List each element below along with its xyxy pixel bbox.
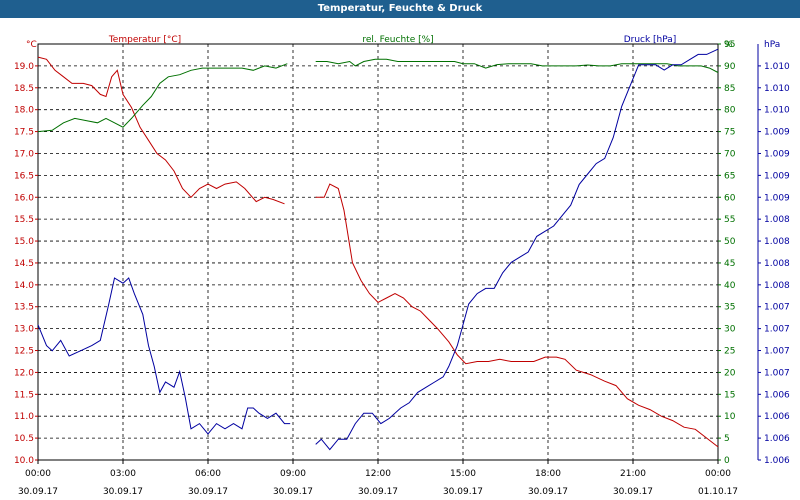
chart-title: Temperatur, Feuchte & Druck [0, 0, 800, 18]
humidity-series-label: rel. Feuchte [%] [362, 35, 433, 45]
time-tick-label: 00:00 [25, 469, 51, 479]
time-tick-label: 00:00 [705, 469, 731, 479]
pressure-tick-label: 1.009 [764, 193, 790, 203]
pressure-tick-label: 1.008 [764, 259, 790, 269]
humidity-tick-label: 50 [724, 237, 736, 247]
humidity-tick-label: 30 [724, 325, 736, 335]
date-tick-label: 30.09.17 [188, 487, 228, 497]
pressure-series-label: Druck [hPa] [624, 35, 677, 45]
humidity-tick-label: 90 [724, 62, 736, 72]
humidity-tick-label: 85 [724, 84, 735, 94]
pressure-tick-label: 1.007 [764, 303, 790, 313]
humidity-tick-label: 60 [724, 193, 736, 203]
temperature-tick-label: 11.0 [14, 412, 34, 422]
temperature-tick-label: 13.0 [14, 325, 34, 335]
humidity-axis: 0 5 10 15 20 25 30 35 40 45 50 55 60 65 70 75 80 85 90 95 [718, 40, 736, 466]
humidity-tick-label: 5 [724, 434, 730, 444]
pressure-line-segment-2 [315, 48, 719, 451]
pressure-tick-label: 1.007 [764, 325, 790, 335]
humidity-tick-label: 55 [724, 215, 735, 225]
temperature-line-segment-1 [37, 56, 285, 205]
pressure-axis: 1.006 1.006 1.006 1.006 1.007 1.007 1.007 1.007… [757, 44, 790, 466]
pressure-tick-label: 1.009 [764, 128, 790, 138]
humidity-tick-label: 65 [724, 171, 735, 181]
humidity-unit-label: % [724, 40, 733, 50]
pressure-tick-label: 1.010 [764, 62, 790, 72]
temperature-tick-label: 14.5 [14, 259, 34, 269]
temperature-tick-label: 12.5 [14, 347, 34, 357]
temperature-series-label: Temperatur [°C] [108, 35, 181, 45]
humidity-tick-label: 10 [724, 412, 736, 422]
date-tick-label: 30.09.17 [103, 487, 143, 497]
humidity-tick-label: 20 [724, 368, 736, 378]
temperature-tick-label: 12.0 [14, 368, 34, 378]
humidity-tick-label: 15 [724, 390, 735, 400]
pressure-tick-label: 1.008 [764, 281, 790, 291]
date-tick-label: 30.09.17 [358, 487, 398, 497]
humidity-tick-label: 35 [724, 303, 735, 313]
pressure-tick-label: 1.007 [764, 347, 790, 357]
weather-chart: 10.0 10.5 11.0 11.5 12.0 12.5 13.0 13.5 14.0 14.5… [14, 35, 790, 497]
pressure-tick-label: 1.010 [764, 106, 790, 116]
humidity-tick-label: 45 [724, 259, 735, 269]
time-tick-label: 21:00 [620, 469, 646, 479]
humidity-tick-label: 95 [724, 40, 735, 50]
humidity-tick-label: 0 [724, 456, 730, 466]
pressure-tick-label: 1.008 [764, 237, 790, 247]
temperature-tick-label: 11.5 [14, 390, 34, 400]
temperature-tick-label: 19.0 [14, 62, 34, 72]
temperature-unit-label: °C [26, 40, 37, 50]
date-tick-label: 01.10.17 [698, 487, 738, 497]
temperature-line-segment-2 [315, 183, 719, 448]
time-tick-label: 18:00 [535, 469, 561, 479]
humidity-line-segment-2 [315, 58, 719, 73]
time-tick-label: 03:00 [110, 469, 136, 479]
pressure-tick-label: 1.006 [764, 434, 790, 444]
humidity-tick-label: 70 [724, 149, 736, 159]
pressure-tick-label: 1.006 [764, 456, 790, 466]
pressure-line-segment-1 [37, 277, 291, 435]
temperature-tick-label: 15.0 [14, 237, 34, 247]
date-tick-label: 30.09.17 [613, 487, 653, 497]
humidity-tick-label: 80 [724, 106, 736, 116]
pressure-tick-label: 1.007 [764, 368, 790, 378]
pressure-tick-label: 1.009 [764, 149, 790, 159]
temperature-tick-label: 10.5 [14, 434, 34, 444]
pressure-unit-label: hPa [764, 40, 780, 50]
time-tick-label: 15:00 [450, 469, 476, 479]
time-axis: 00:00 30.09.17 03:00 30.09.17 06:00 30.09.17 0… [18, 460, 738, 497]
temperature-tick-label: 15.5 [14, 215, 34, 225]
temperature-tick-label: 14.0 [14, 281, 34, 291]
temperature-tick-label: 17.0 [14, 149, 34, 159]
time-tick-label: 09:00 [280, 469, 306, 479]
temperature-tick-label: 18.5 [14, 84, 34, 94]
pressure-tick-label: 1.009 [764, 171, 790, 181]
humidity-tick-label: 75 [724, 128, 735, 138]
temperature-tick-label: 18.0 [14, 106, 34, 116]
time-tick-label: 06:00 [195, 469, 221, 479]
temperature-tick-label: 16.0 [14, 193, 34, 203]
date-tick-label: 30.09.17 [528, 487, 568, 497]
humidity-tick-label: 40 [724, 281, 736, 291]
pressure-tick-label: 1.008 [764, 215, 790, 225]
pressure-tick-label: 1.006 [764, 412, 790, 422]
axis-labels: °C% hPa Temperatur [°C] rel. Feuchte [%] Dru… [26, 35, 780, 50]
pressure-tick-label: 1.010 [764, 84, 790, 94]
temperature-axis: 10.0 10.5 11.0 11.5 12.0 12.5 13.0 13.5 14.0 14.5… [14, 62, 38, 466]
time-tick-label: 12:00 [365, 469, 391, 479]
date-tick-label: 30.09.17 [443, 487, 483, 497]
date-tick-label: 30.09.17 [18, 487, 58, 497]
temperature-tick-label: 16.5 [14, 171, 34, 181]
humidity-line-segment-1 [37, 63, 288, 133]
temperature-tick-label: 17.5 [14, 128, 34, 138]
temperature-tick-label: 10.0 [14, 456, 34, 466]
grid [37, 43, 719, 461]
series-lines [37, 48, 719, 451]
temperature-tick-label: 13.5 [14, 303, 34, 313]
date-tick-label: 30.09.17 [273, 487, 313, 497]
humidity-tick-label: 25 [724, 347, 735, 357]
pressure-tick-label: 1.006 [764, 390, 790, 400]
